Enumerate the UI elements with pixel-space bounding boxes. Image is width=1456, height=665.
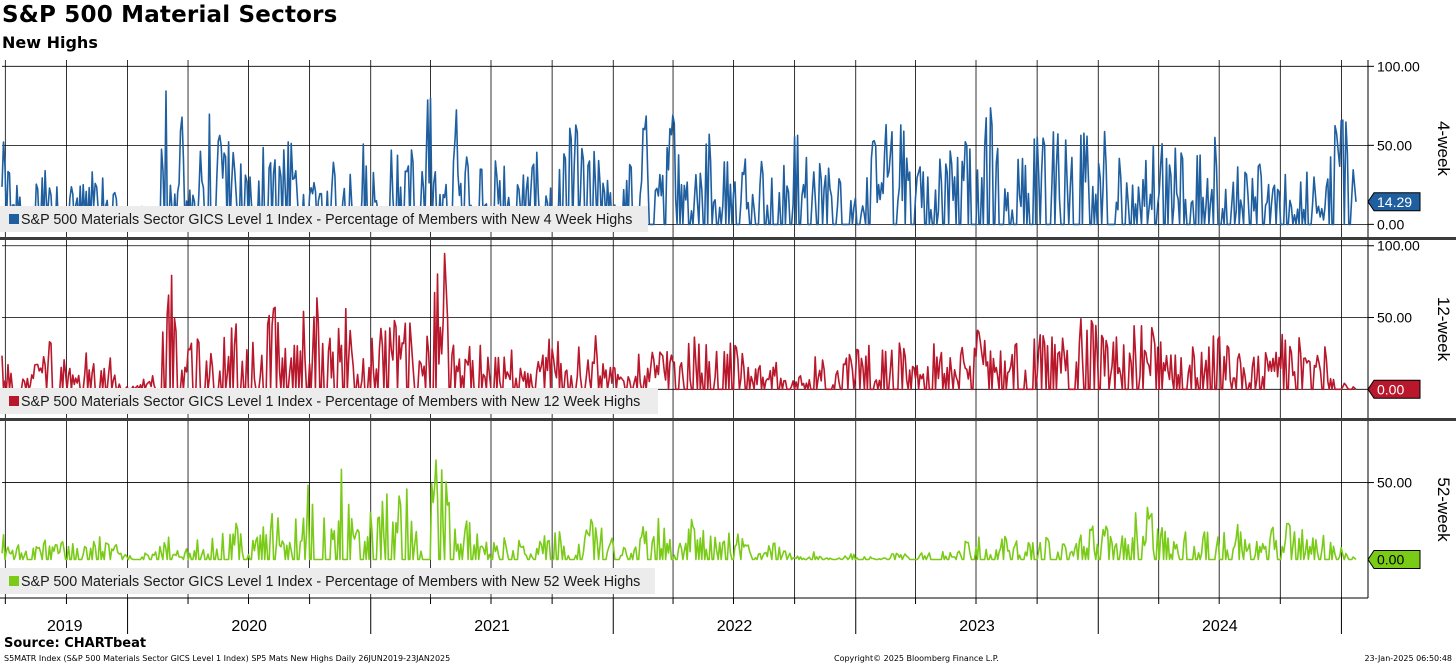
last-value-marker-12-week: [1367, 379, 1421, 399]
panel-axis-label-4-week: 4-week: [1434, 121, 1453, 176]
panel-separator: [0, 418, 1456, 421]
x-tick-label-year: 2021: [474, 618, 510, 635]
x-tick-label-year: 2022: [717, 618, 753, 635]
x-tick-label-year: 2020: [231, 618, 267, 635]
y-tick-label: 100.00: [1377, 238, 1420, 254]
legend-text-52-week: S&P 500 Materials Sector GICS Level 1 In…: [21, 574, 640, 590]
legend-box-12-week: [0, 388, 658, 414]
y-tick-label: 50.00: [1377, 137, 1412, 153]
last-value-marker-52-week: [1367, 550, 1421, 570]
source-note: Source: CHARTbeat: [4, 636, 147, 651]
y-tick-label: 100.00: [1377, 58, 1420, 74]
page-subtitle: New Highs: [2, 33, 98, 52]
legend-swatch-52-week: [9, 576, 19, 586]
last-value-label-52-week: 0.00: [1377, 552, 1404, 568]
page-title: S&P 500 Material Sectors: [2, 2, 338, 28]
series-line-4-week: [1, 90, 1357, 226]
footer-copyright: Copyright© 2025 Bloomberg Finance L.P.: [834, 654, 999, 663]
last-value-label-4-week: 14.29: [1377, 194, 1412, 210]
y-tick-label: 50.00: [1377, 310, 1412, 326]
y-tick-label: 0.00: [1377, 216, 1404, 232]
footer-timestamp: 23-Jan-2025 06:50:48: [1364, 654, 1452, 663]
legend-box-4-week: [0, 206, 648, 232]
legend-text-4-week: S&P 500 Materials Sector GICS Level 1 In…: [21, 212, 632, 228]
last-value-label-12-week: 0.00: [1377, 381, 1404, 397]
footer-index-description: S5MATR Index (S&P 500 Materials Sector G…: [4, 654, 451, 663]
series-line-12-week: [1, 252, 1357, 391]
y-tick-label: 50.00: [1377, 475, 1412, 491]
panel-separator: [0, 237, 1456, 240]
x-tick-label-year: 2023: [959, 618, 995, 635]
legend-text-12-week: S&P 500 Materials Sector GICS Level 1 In…: [21, 394, 640, 410]
legend-swatch-4-week: [9, 214, 19, 224]
panel-axis-label-52-week: 52-week: [1434, 477, 1453, 542]
x-tick-label-year: 2024: [1202, 618, 1238, 635]
series-line-52-week: [1, 459, 1357, 561]
panel-axis-label-12-week: 12-week: [1434, 297, 1453, 362]
last-value-marker-4-week: [1367, 192, 1421, 212]
x-tick-label-year: 2019: [47, 618, 83, 635]
legend-swatch-12-week: [9, 396, 19, 406]
legend-box-52-week: [0, 568, 655, 594]
